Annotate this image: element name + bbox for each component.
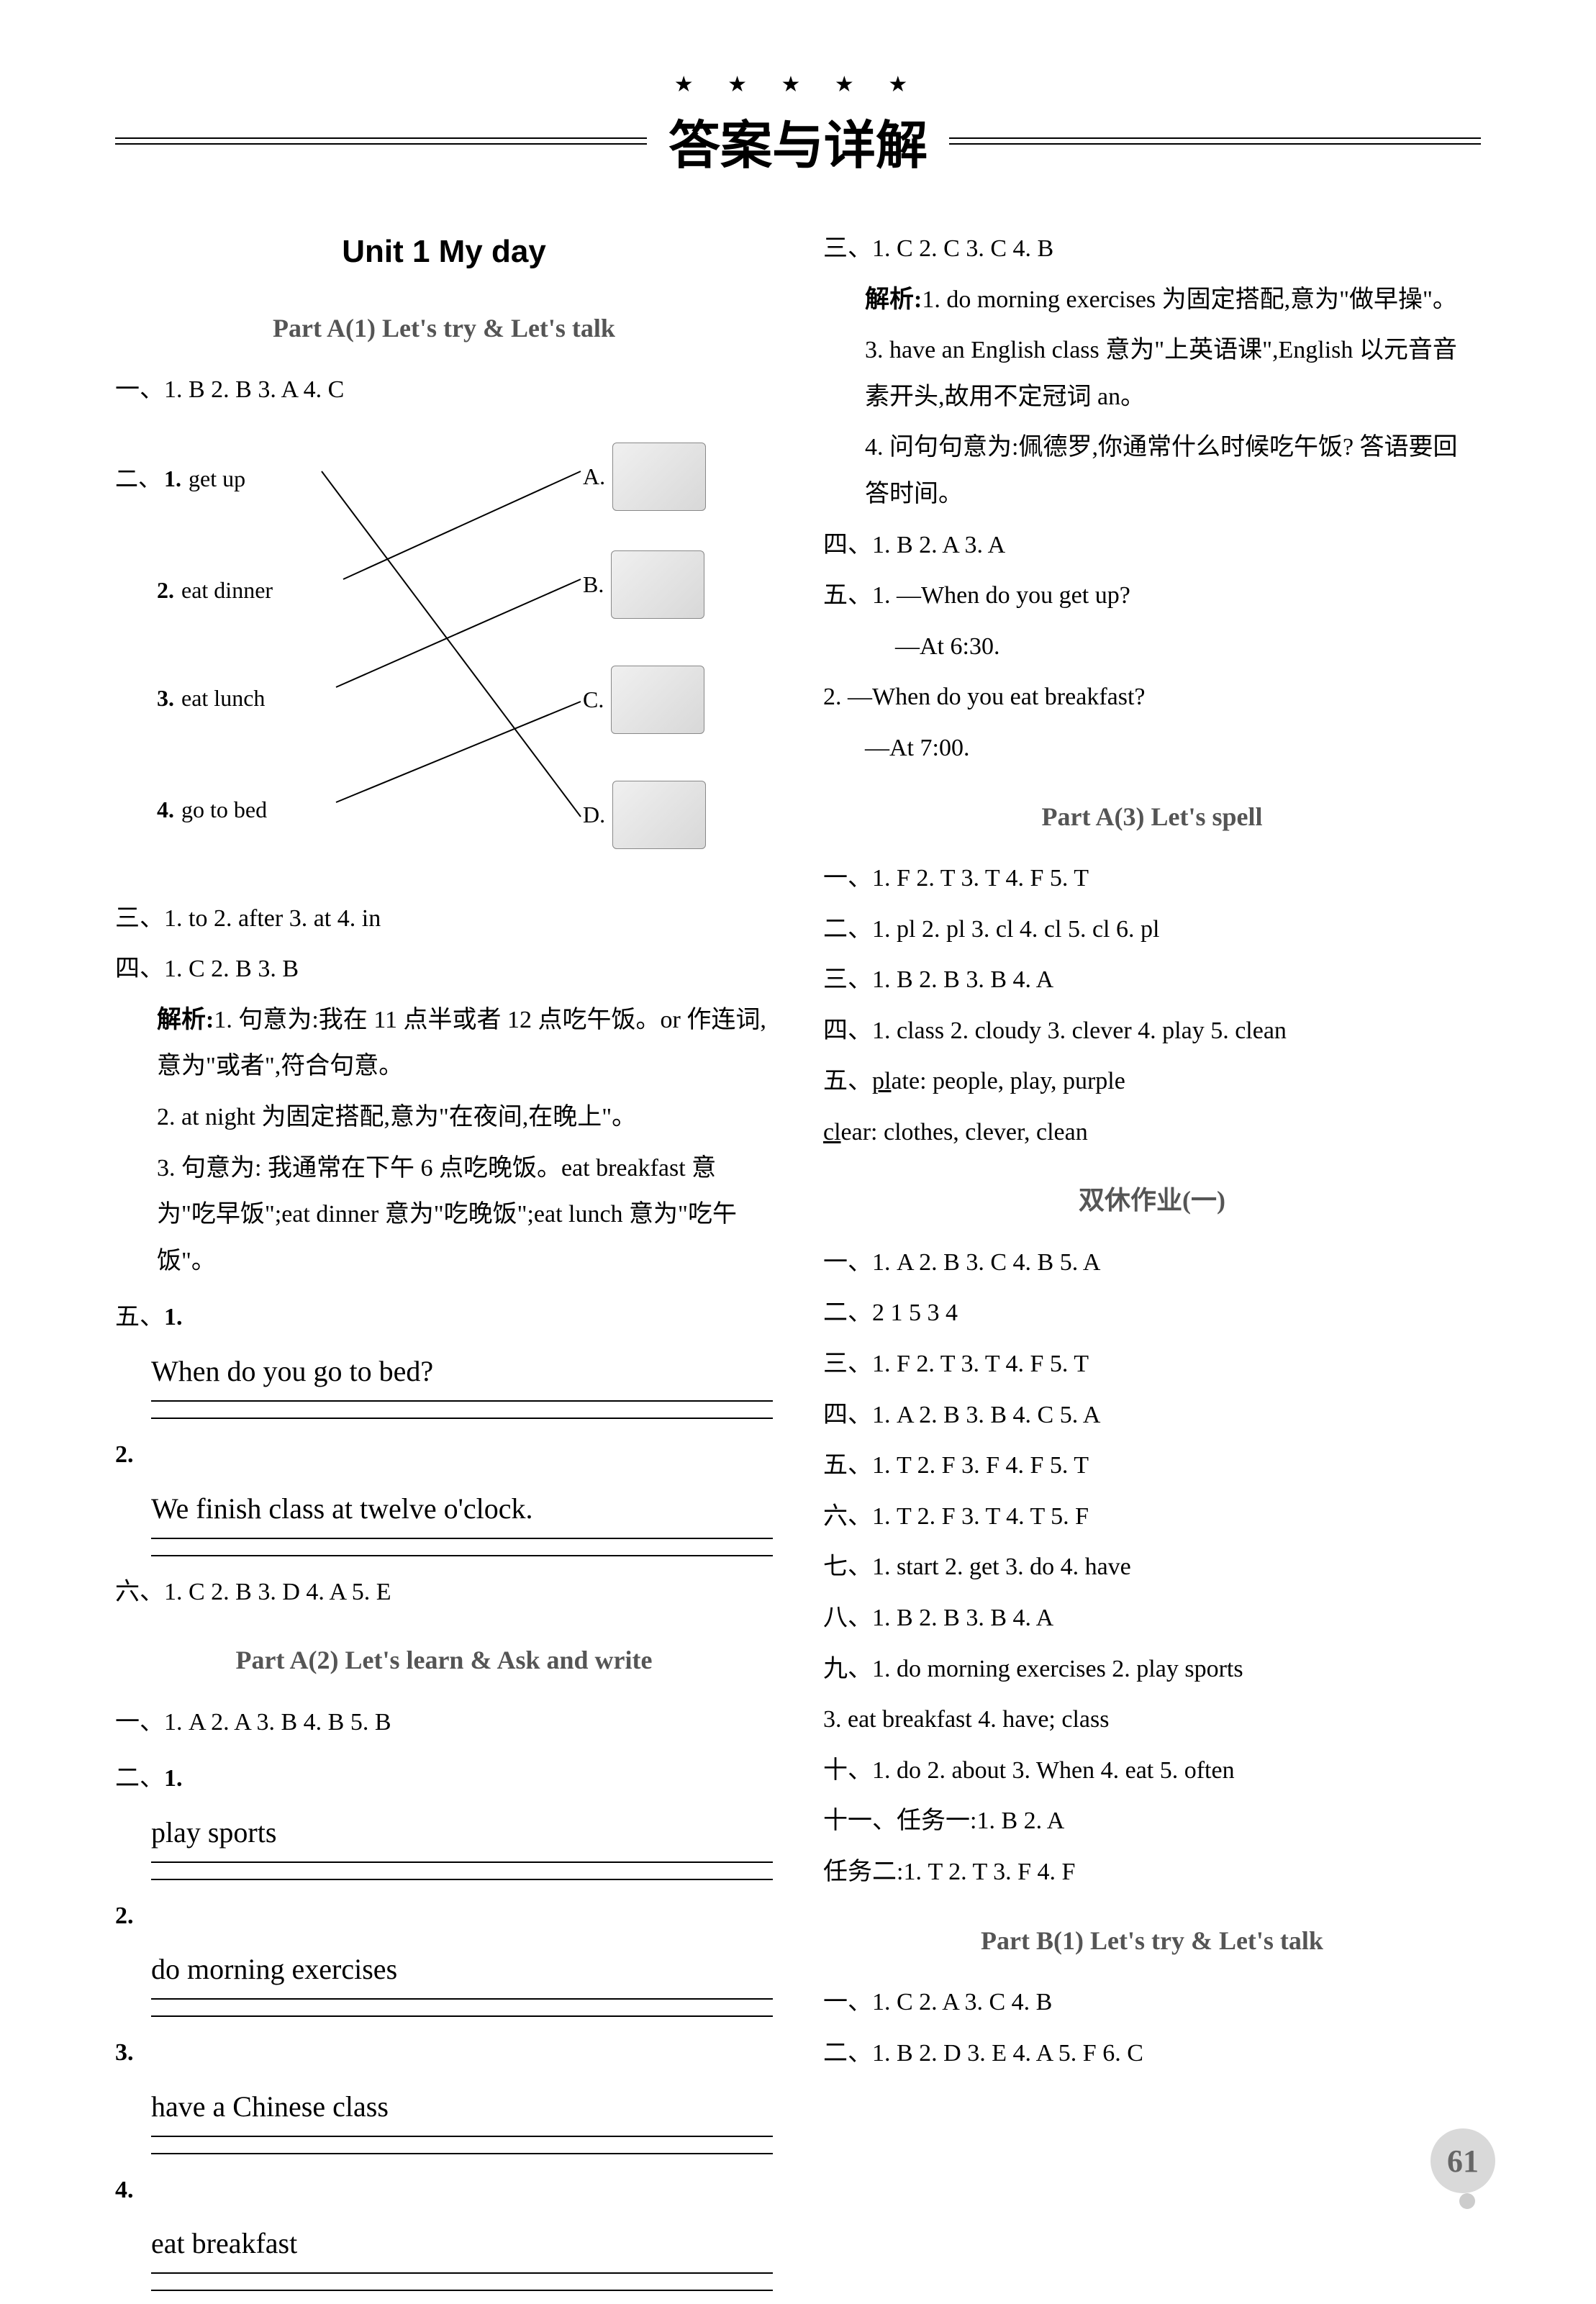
w7: 七、1. start 2. get 3. do 4. have <box>823 1544 1481 1591</box>
thumb-icon <box>612 781 706 849</box>
handwritten-answer: do morning exercises <box>151 1942 773 2000</box>
a1-sec4: 四、1. C 2. B 3. B <box>115 946 773 993</box>
header-title: 答案与详解 <box>647 103 949 178</box>
a1-sec4-exp2: 2. at night 为固定搭配,意为"在夜间,在晚上"。 <box>115 1094 773 1141</box>
matching-exercise: 二、 1. get up 2. eat dinner 3. eat lunch … <box>115 428 773 874</box>
a1-sec4-exp1: 解析:1. 句意为:我在 11 点半或者 12 点吃午饭。or 作连词,意为"或… <box>115 997 773 1090</box>
r-sec3-exp1: 解析:1. do morning exercises 为固定搭配,意为"做早操"… <box>823 277 1481 324</box>
match-right-c: C. <box>583 666 704 734</box>
match-left-3: 3. eat lunch <box>157 676 265 720</box>
page-number: 61 <box>1430 2128 1495 2193</box>
a3-3: 三、1. B 2. B 3. B 4. A <box>823 957 1481 1004</box>
a1-sec5-1: 五、1. When do you go to bed? <box>115 1294 773 1419</box>
w3: 三、1. F 2. T 3. T 4. F 5. T <box>823 1341 1481 1388</box>
page-dot-icon <box>1459 2193 1475 2209</box>
blank-line <box>151 2139 773 2154</box>
header-rule: 答案与详解 <box>115 103 1481 178</box>
blank-line <box>151 1541 773 1556</box>
match-left-1: 二、 1. get up <box>115 457 245 501</box>
w11a: 十一、任务一:1. B 2. A <box>823 1798 1481 1845</box>
match-left-2: 2. eat dinner <box>157 568 273 612</box>
r-sec4: 四、1. B 2. A 3. A <box>823 522 1481 569</box>
w2: 二、2 1 5 3 4 <box>823 1290 1481 1337</box>
w1: 一、1. A 2. B 3. C 4. B 5. A <box>823 1240 1481 1287</box>
a1-sec6: 六、1. C 2. B 3. D 4. A 5. E <box>115 1569 773 1616</box>
content-columns: Unit 1 My day Part A(1) Let's try & Let'… <box>115 222 1481 2304</box>
blank-line <box>151 1403 773 1419</box>
handwritten-answer: We finish class at twelve o'clock. <box>151 1482 773 1539</box>
match-left-4: 4. go to bed <box>157 788 267 832</box>
part-a3-title: Part A(3) Let's spell <box>823 792 1481 841</box>
a1-sec4-exp3: 3. 句意为: 我通常在下午 6 点吃晚饭。eat breakfast 意为"吃… <box>115 1146 773 1285</box>
w8: 八、1. B 2. B 3. B 4. A <box>823 1595 1481 1642</box>
b1-1: 一、1. C 2. A 3. C 4. B <box>823 1979 1481 2026</box>
handwritten-answer: eat breakfast <box>151 2216 773 2274</box>
w6: 六、1. T 2. F 3. T 4. T 5. F <box>823 1494 1481 1541</box>
a2-fill-1: 二、1. play sports <box>115 1756 773 1880</box>
handwritten-answer: play sports <box>151 1805 773 1863</box>
thumb-icon <box>612 443 706 511</box>
a1-sec1: 一、1. B 2. B 3. A 4. C <box>115 367 773 414</box>
r-sec5-a1: —At 6:30. <box>823 624 1481 671</box>
match-right-d: D. <box>583 781 706 849</box>
match-right-a: A. <box>583 443 706 511</box>
r-sec3-exp3: 3. have an English class 意为"上英语课",Englis… <box>823 327 1481 420</box>
a3-2: 二、1. pl 2. pl 3. cl 4. cl 5. cl 6. pl <box>823 907 1481 953</box>
w9a: 九、1. do morning exercises 2. play sports <box>823 1646 1481 1693</box>
blank-line <box>151 2001 773 2017</box>
part-a1-title: Part A(1) Let's try & Let's talk <box>115 304 773 353</box>
a3-1: 一、1. F 2. T 3. T 4. F 5. T <box>823 856 1481 902</box>
blank-line <box>151 2275 773 2291</box>
handwritten-answer: have a Chinese class <box>151 2080 773 2137</box>
a2-sec1: 一、1. A 2. A 3. B 4. B 5. B <box>115 1700 773 1746</box>
blank-line <box>151 1864 773 1880</box>
r-sec3: 三、1. C 2. C 3. C 4. B <box>823 226 1481 273</box>
a1-sec5-2: 2. We finish class at twelve o'clock. <box>115 1432 773 1556</box>
match-right-b: B. <box>583 550 704 619</box>
a2-fill-2: 2. do morning exercises <box>115 1893 773 2018</box>
thumb-icon <box>611 666 704 734</box>
page-header: ★ ★ ★ ★ ★ 答案与详解 <box>115 72 1481 178</box>
weekend-title: 双休作业(一) <box>823 1176 1481 1225</box>
r-sec3-exp4: 4. 问句句意为:佩德罗,你通常什么时候吃午饭? 答语要回答时间。 <box>823 425 1481 517</box>
right-column: 三、1. C 2. C 3. C 4. B 解析:1. do morning e… <box>823 222 1481 2304</box>
r-sec5-a2: —At 7:00. <box>823 725 1481 772</box>
thumb-icon <box>611 550 704 619</box>
w9b: 3. eat breakfast 4. have; class <box>823 1697 1481 1743</box>
a2-fill-3: 3. have a Chinese class <box>115 2030 773 2154</box>
a3-5a: 五、plate: people, play, purple <box>823 1058 1481 1105</box>
w5: 五、1. T 2. F 3. F 4. F 5. T <box>823 1443 1481 1489</box>
part-b1-title: Part B(1) Let's try & Let's talk <box>823 1916 1481 1965</box>
unit-title: Unit 1 My day <box>115 222 773 282</box>
r-sec5-q2: 2. —When do you eat breakfast? <box>823 674 1481 721</box>
header-stars: ★ ★ ★ ★ ★ <box>115 72 1481 97</box>
handwritten-answer: When do you go to bed? <box>151 1344 773 1402</box>
w4: 四、1. A 2. B 3. B 4. C 5. A <box>823 1392 1481 1439</box>
w10: 十、1. do 2. about 3. When 4. eat 5. often <box>823 1748 1481 1795</box>
part-a2-title: Part A(2) Let's learn & Ask and write <box>115 1636 773 1684</box>
left-column: Unit 1 My day Part A(1) Let's try & Let'… <box>115 222 773 2304</box>
b1-2: 二、1. B 2. D 3. E 4. A 5. F 6. C <box>823 2031 1481 2077</box>
a1-sec3: 三、1. to 2. after 3. at 4. in <box>115 896 773 943</box>
a3-4: 四、1. class 2. cloudy 3. clever 4. play 5… <box>823 1008 1481 1055</box>
r-sec5-q1: 五、1. —When do you get up? <box>823 573 1481 620</box>
w11b: 任务二:1. T 2. T 3. F 4. F <box>823 1849 1481 1896</box>
a2-fill-4: 4. eat breakfast <box>115 2167 773 2292</box>
a3-5b: clear: clothes, clever, clean <box>823 1110 1481 1156</box>
